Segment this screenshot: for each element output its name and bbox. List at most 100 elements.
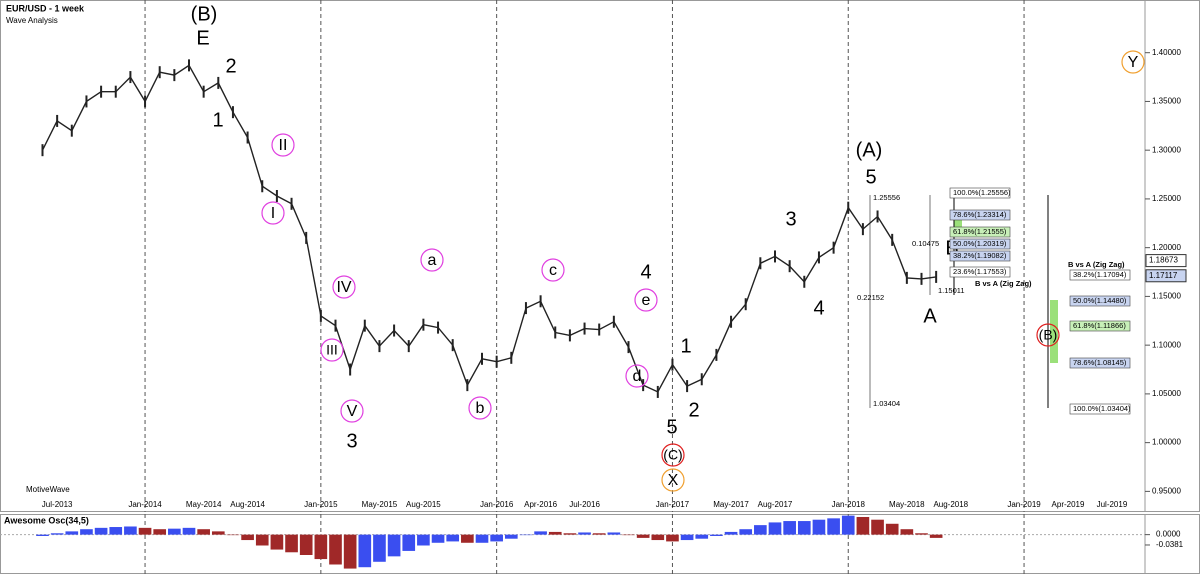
osc-bar — [197, 529, 210, 535]
x-tick-label: Jan-2019 — [1007, 500, 1041, 509]
x-tick-label: Jul-2016 — [569, 500, 600, 509]
wave-circle — [468, 396, 492, 420]
wave-label: (A) — [856, 139, 883, 161]
price-bar — [481, 352, 483, 365]
osc-bar — [446, 534, 460, 542]
price-bar — [832, 241, 835, 254]
osc-bar — [504, 534, 518, 539]
osc-bar — [490, 534, 503, 542]
measure-note: B vs A (Zig Zag) — [1068, 260, 1125, 269]
fib-box — [1069, 320, 1131, 332]
wave-label: e — [642, 292, 651, 309]
price-bar — [891, 233, 894, 246]
y-tick-label: 1.15000 — [1152, 292, 1181, 301]
osc-bar — [182, 527, 196, 535]
y-tick-label: 0.95000 — [1152, 486, 1181, 495]
price-label-box — [1145, 254, 1187, 268]
osc-tick-label: -0.0381 — [1156, 540, 1184, 549]
wave-label: 4 — [640, 261, 651, 283]
osc-bar — [900, 529, 914, 535]
wave-circle — [541, 258, 565, 282]
fib-box — [949, 266, 1011, 278]
wave-circle — [320, 338, 344, 362]
price-bar — [847, 201, 850, 214]
wave-circle — [340, 399, 364, 423]
osc-bar — [138, 527, 152, 535]
osc-bar — [314, 534, 328, 560]
price-bar — [905, 271, 908, 284]
osc-bar — [211, 531, 225, 535]
x-tick-label: Apr-2016 — [524, 500, 557, 509]
osc-bar — [124, 526, 137, 535]
osc-bar — [710, 534, 723, 536]
fib-box — [949, 226, 1011, 238]
price-bar — [217, 76, 220, 89]
osc-bar — [109, 527, 123, 535]
price-bar — [85, 95, 88, 108]
x-tick-label: Jan-2015 — [304, 500, 338, 509]
wave-label: 3 — [346, 430, 357, 452]
price-bar — [114, 85, 117, 98]
price-line — [41, 64, 937, 393]
fib-label: 38.2%(1.19082) — [953, 251, 1007, 260]
osc-bar — [841, 515, 855, 535]
price-bar — [803, 275, 806, 288]
osc-bar — [299, 534, 313, 555]
price-bar — [466, 379, 469, 392]
price-bar — [70, 124, 73, 137]
wave-circle — [661, 468, 685, 492]
measure-note: 0.10475 — [912, 239, 939, 248]
price-bar — [715, 348, 718, 361]
price-label: 1.18673 — [1149, 256, 1178, 265]
wave-circle — [332, 275, 356, 299]
price-bar — [583, 322, 586, 335]
fib-label: 61.8%(1.21555) — [953, 227, 1007, 236]
fib-box — [949, 238, 1011, 250]
price-bar — [744, 298, 747, 311]
y-tick-label: 1.30000 — [1152, 145, 1181, 154]
price-bar — [671, 358, 674, 371]
fib-label: 100.0%(1.25556) — [953, 188, 1011, 197]
price-bar — [612, 315, 615, 328]
osc-bar — [168, 528, 181, 535]
price-bar — [774, 250, 776, 263]
wave-label: V — [347, 403, 358, 420]
wave-label: III — [326, 342, 338, 358]
wave-label: 1 — [212, 109, 223, 131]
price-bar — [524, 302, 527, 315]
osc-bar — [153, 529, 167, 535]
price-bar — [188, 59, 190, 72]
price-bar — [437, 321, 440, 334]
osc-bar — [548, 531, 562, 535]
x-tick-label: Jan-2018 — [832, 500, 866, 509]
x-tick-label: May-2015 — [362, 500, 398, 509]
price-bar — [349, 363, 352, 376]
price-bar — [378, 340, 381, 353]
osc-bar — [285, 534, 298, 553]
y-tick-label: 1.10000 — [1152, 340, 1181, 349]
fib-label: 50.0%(1.20319) — [953, 239, 1007, 248]
price-bar — [129, 71, 132, 84]
osc-bar — [65, 531, 79, 535]
price-bar — [334, 319, 337, 332]
wave-label: A — [923, 305, 937, 327]
price-bar — [261, 180, 264, 193]
price-bar — [393, 324, 396, 337]
osc-bar — [270, 534, 284, 550]
measure-note: 1.15011 — [938, 286, 965, 295]
x-tick-label: Jul-2019 — [1097, 500, 1128, 509]
price-bar — [554, 326, 557, 339]
price-bar — [319, 309, 322, 322]
osc-bar — [651, 534, 665, 541]
osc-bar — [666, 534, 679, 542]
measure-note: 1.25556 — [873, 193, 900, 202]
x-tick-label: Apr-2019 — [1052, 500, 1085, 509]
wave-label: II — [279, 137, 288, 154]
osc-bar — [680, 534, 694, 541]
price-bar — [627, 341, 630, 354]
y-tick-label: 1.35000 — [1152, 97, 1181, 106]
y-tick-label: 1.05000 — [1152, 389, 1181, 398]
price-bar — [539, 295, 542, 308]
wave-label: 1 — [680, 335, 691, 357]
